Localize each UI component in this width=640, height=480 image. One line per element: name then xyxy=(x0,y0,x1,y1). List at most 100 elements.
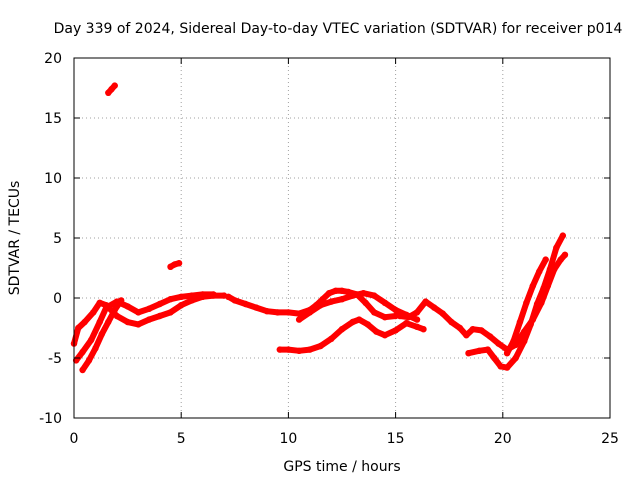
data-point xyxy=(117,297,125,304)
data-point xyxy=(486,333,494,340)
data-series-sat-g xyxy=(295,290,421,323)
data-point xyxy=(295,316,303,323)
data-point xyxy=(210,291,217,298)
y-tick-label: 0 xyxy=(53,291,62,307)
data-point xyxy=(79,348,86,356)
data-point xyxy=(497,363,504,370)
data-series-sat-h xyxy=(276,316,427,354)
data-point xyxy=(540,285,547,292)
axis-ticks: 0 5 10 15 20 25 -10 -5 0 5 10 15 20 xyxy=(39,51,619,447)
data-point xyxy=(79,366,86,374)
data-point xyxy=(561,251,569,258)
x-axis-label: GPS time / hours xyxy=(283,459,400,475)
data-point xyxy=(285,309,292,316)
data-series-sat-e xyxy=(79,297,125,374)
data-point xyxy=(145,305,153,312)
series-trace xyxy=(396,251,568,353)
data-point xyxy=(276,346,284,353)
data-point xyxy=(306,309,314,316)
data-point xyxy=(420,326,427,333)
data-point xyxy=(559,232,567,239)
data-series xyxy=(70,82,569,374)
data-point xyxy=(253,304,260,311)
data-point xyxy=(349,318,356,326)
data-point xyxy=(75,324,82,332)
data-point xyxy=(105,318,112,326)
data-point xyxy=(338,296,346,303)
data-point xyxy=(370,292,378,299)
data-point xyxy=(338,287,346,294)
grid-lines xyxy=(74,58,610,418)
data-point xyxy=(317,302,324,309)
data-point xyxy=(135,309,142,316)
data-point xyxy=(295,347,303,354)
data-point xyxy=(90,309,97,316)
y-axis-label: SDTVAR / TECUs xyxy=(7,181,23,296)
x-tick-label: 25 xyxy=(601,431,619,447)
data-series-sat-j xyxy=(465,232,567,371)
data-series-sat-d xyxy=(72,291,217,364)
data-point xyxy=(469,326,476,333)
data-point xyxy=(263,308,271,315)
data-point xyxy=(370,309,378,316)
data-point xyxy=(81,318,88,326)
data-point xyxy=(413,309,421,316)
data-point xyxy=(87,336,95,344)
data-point xyxy=(523,299,530,306)
data-point xyxy=(413,323,421,330)
data-point xyxy=(328,335,335,342)
data-point xyxy=(178,293,185,300)
data-point xyxy=(456,324,464,332)
y-tick-label: 20 xyxy=(44,51,62,67)
data-point xyxy=(439,310,446,317)
data-point xyxy=(231,297,238,304)
data-point xyxy=(274,309,281,316)
data-point xyxy=(360,290,367,297)
data-point xyxy=(381,299,389,306)
data-point xyxy=(188,297,196,304)
data-point xyxy=(503,350,511,357)
data-point xyxy=(96,318,103,326)
data-point xyxy=(242,300,249,308)
data-point xyxy=(448,318,455,326)
data-point xyxy=(510,338,517,345)
data-point xyxy=(405,314,412,321)
data-point xyxy=(92,345,99,352)
data-point xyxy=(536,268,543,275)
data-point xyxy=(495,340,502,347)
data-point xyxy=(178,302,185,309)
data-point xyxy=(381,332,389,339)
data-series-sat-b xyxy=(167,260,183,270)
x-tick-label: 10 xyxy=(279,431,297,447)
data-point xyxy=(285,346,292,353)
data-series-sat-k xyxy=(503,256,549,357)
data-point xyxy=(484,346,491,353)
y-tick-label: 5 xyxy=(53,231,62,247)
data-point xyxy=(403,320,410,327)
y-tick-label: 10 xyxy=(44,171,62,187)
data-point xyxy=(413,316,421,323)
data-point xyxy=(503,364,511,371)
data-point xyxy=(72,357,80,364)
data-point xyxy=(306,346,314,353)
data-point xyxy=(463,332,470,339)
data-point xyxy=(167,296,174,303)
data-point xyxy=(145,316,153,323)
data-point xyxy=(364,321,371,328)
data-point xyxy=(85,357,93,364)
data-point xyxy=(430,304,438,311)
x-tick-label: 15 xyxy=(387,431,405,447)
y-tick-label: 15 xyxy=(44,111,62,127)
data-point xyxy=(156,312,163,320)
data-point xyxy=(422,298,429,305)
data-point xyxy=(362,299,369,306)
data-point xyxy=(527,321,534,328)
data-point xyxy=(167,309,174,316)
data-point xyxy=(478,327,485,334)
data-point xyxy=(373,328,380,335)
data-point xyxy=(381,314,389,321)
data-point xyxy=(533,300,541,308)
data-point xyxy=(338,326,346,333)
data-point xyxy=(476,347,483,354)
